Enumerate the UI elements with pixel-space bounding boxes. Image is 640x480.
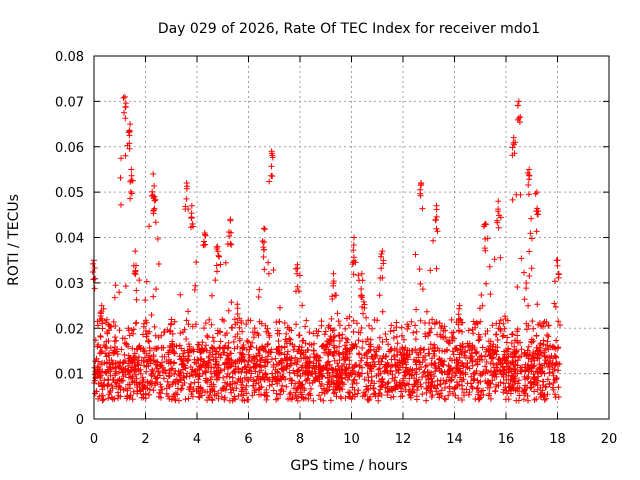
x-tick-label: 18 (549, 432, 566, 447)
y-tick-label: 0.01 (55, 368, 84, 383)
roti-peak-point (456, 302, 463, 309)
roti-peak-point (379, 248, 386, 255)
plot-frame (93, 55, 610, 420)
roti-peak-point (358, 270, 365, 277)
roti-peak-point (510, 134, 517, 141)
y-tick-label: 0.06 (55, 141, 84, 156)
roti-peak-point (351, 234, 358, 241)
roti-peak-point (150, 170, 157, 177)
x-tick-label: 6 (244, 432, 252, 447)
roti-peak-point (183, 180, 190, 187)
roti-peak-point (533, 189, 540, 196)
x-tick-label: 8 (296, 432, 304, 447)
x-tick-label: 16 (498, 432, 515, 447)
data-points (89, 93, 563, 404)
roti-peak-point (330, 270, 337, 277)
roti-peak-point (260, 225, 267, 232)
roti-peak-point (201, 229, 208, 236)
x-tick-label: 12 (395, 432, 412, 447)
roti-point-cloud (89, 94, 563, 404)
roti-peak-point (227, 216, 234, 223)
y-tick-label: 0.03 (55, 277, 84, 292)
chart-title: Day 029 of 2026, Rate Of TEC Index for r… (158, 21, 540, 37)
roti-peak-point (128, 166, 135, 173)
x-tick-label: 4 (193, 432, 201, 447)
roti-peak-point (482, 220, 489, 227)
roti-peak-point (418, 180, 425, 187)
y-tick-label: 0.07 (55, 95, 84, 110)
x-tick-label: 0 (90, 432, 98, 447)
y-tick-label: 0.02 (55, 322, 84, 337)
y-tick-label: 0.04 (55, 232, 84, 247)
roti-peak-point (98, 302, 105, 309)
roti-peak-point (151, 193, 158, 200)
y-axis-label: ROTI / TECUs (6, 194, 22, 286)
roti-peak-point (188, 202, 195, 209)
roti-peak-point (268, 148, 275, 155)
roti-peak-point (121, 93, 128, 100)
y-tick-label: 0 (76, 413, 84, 428)
roti-peak-point (515, 98, 522, 105)
roti-peak-point (554, 257, 561, 264)
roti-peak-point (526, 166, 533, 173)
roti-peak-point (294, 261, 301, 268)
roti-peak-point (495, 198, 502, 205)
x-axis-label: GPS time / hours (290, 458, 407, 474)
y-tick-label: 0.05 (55, 186, 84, 201)
y-axis-ticks: 0 0.01 0.02 0.03 0.04 0.05 0.06 0.07 0.08 (55, 50, 609, 428)
x-tick-label: 10 (343, 432, 360, 447)
x-tick-label: 14 (446, 432, 463, 447)
x-tick-label: 20 (601, 432, 618, 447)
roti-peak-point (214, 243, 221, 250)
y-tick-label: 0.08 (55, 50, 84, 65)
roti-peak-point (132, 248, 139, 255)
x-axis-ticks: 0 2 4 6 8 10 12 14 16 18 20 (90, 56, 617, 447)
x-tick-label: 2 (141, 432, 149, 447)
roti-peak-point (433, 202, 440, 209)
roti-peak-point (127, 121, 134, 128)
